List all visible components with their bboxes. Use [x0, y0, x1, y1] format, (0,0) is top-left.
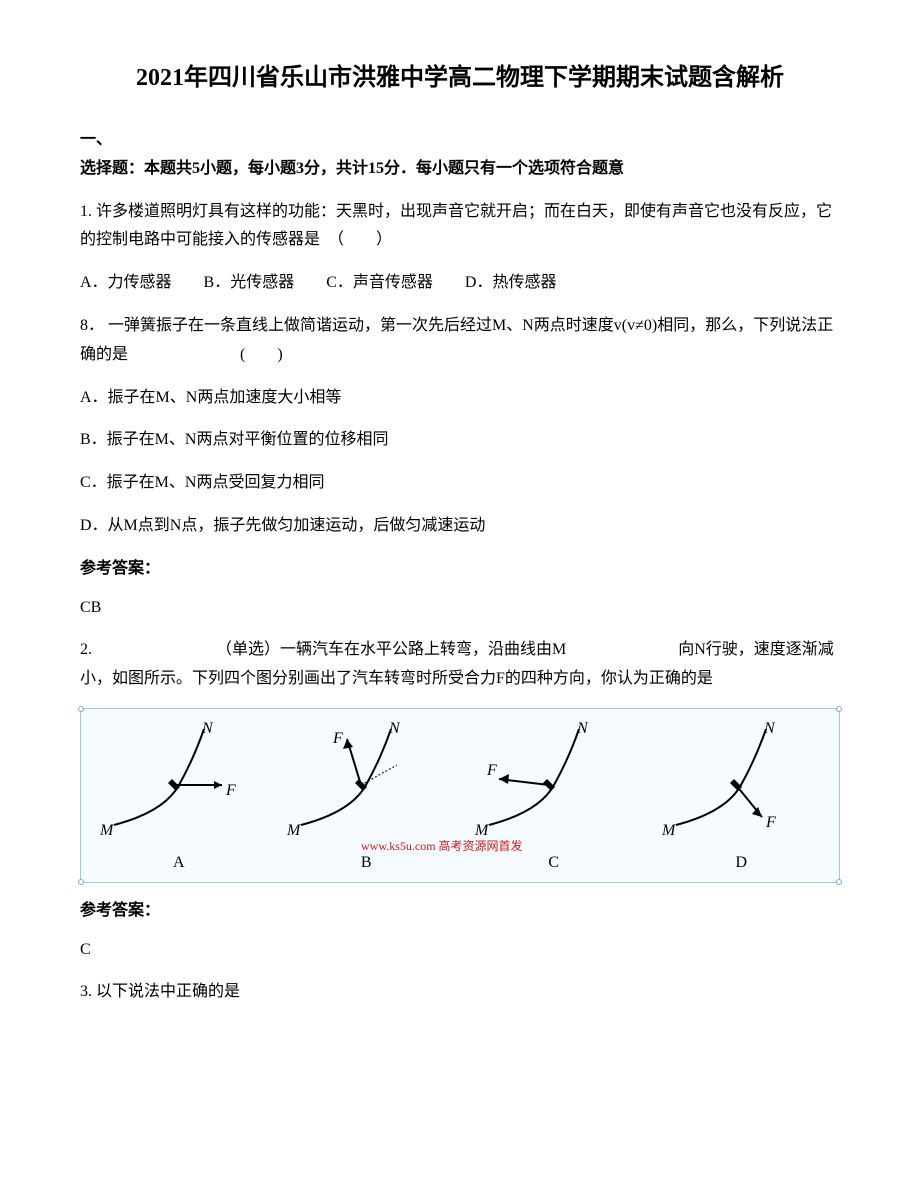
q1-number: 1. — [80, 203, 92, 220]
corner-dot-icon — [836, 879, 842, 885]
question-8: 8． 一弹簧振子在一条直线上做简谐运动，第一次先后经过M、N两点时速度v(v≠0… — [80, 312, 840, 370]
q3-text: 以下说法中正确的是 — [96, 983, 240, 1000]
svg-text:N: N — [201, 720, 214, 737]
page-title: 2021年四川省乐山市洪雅中学高二物理下学期期末试题含解析 — [80, 60, 840, 96]
section-desc: 选择题：本题共5小题，每小题3分，共计15分．每小题只有一个选项符合题意 — [80, 155, 840, 184]
curve-diagram-icon: M N F — [281, 717, 451, 847]
svg-text:F: F — [225, 782, 236, 799]
q8-optD: D．从M点到N点，振子先做匀加速运动，后做匀减速运动 — [80, 512, 840, 541]
q8-optB: B．振子在M、N两点对平衡位置的位移相同 — [80, 426, 840, 455]
corner-dot-icon — [78, 706, 84, 712]
svg-text:N: N — [576, 720, 589, 737]
curve-diagram-icon: M N F — [469, 717, 639, 847]
figure-panel-a: M N F — [94, 717, 264, 847]
figure-panel-d: M N F — [656, 717, 826, 847]
curve-diagram-icon: M N F — [94, 717, 264, 847]
figure-panel-c: M N F — [469, 717, 639, 847]
figure-panel-b: M N F — [281, 717, 451, 847]
section-one-heading: 一、 选择题：本题共5小题，每小题3分，共计15分．每小题只有一个选项符合题意 — [80, 126, 840, 184]
q8-optA: A．振子在M、N两点加速度大小相等 — [80, 384, 840, 413]
figure-row: M N F M N F M N — [85, 717, 835, 847]
fig-label-d: D — [656, 849, 826, 878]
q3-number: 3. — [80, 983, 92, 1000]
svg-text:M: M — [661, 822, 677, 839]
q8-optC: C．振子在M、N两点受回复力相同 — [80, 469, 840, 498]
watermark-text: www.ks5u.com 高考资源网首发 — [361, 836, 523, 858]
q2-answer: C — [80, 936, 840, 965]
q1-options: A．力传感器 B．光传感器 C．声音传感器 D．热传感器 — [80, 269, 840, 298]
q8-answer-label: 参考答案： — [80, 555, 840, 584]
question-3: 3. 以下说法中正确的是 — [80, 978, 840, 1007]
question-1: 1. 许多楼道照明灯具有这样的功能：天黑时，出现声音它就开启；而在白天，即使有声… — [80, 198, 840, 256]
q2-text: （单选）一辆汽车在水平公路上转弯，沿曲线由M 向N行驶，速度逐渐减小，如图所示。… — [80, 641, 834, 687]
svg-text:F: F — [486, 762, 497, 779]
svg-text:M: M — [99, 822, 115, 839]
figure-q2: M N F M N F M N — [80, 708, 840, 883]
svg-text:M: M — [286, 822, 302, 839]
corner-dot-icon — [78, 879, 84, 885]
svg-text:N: N — [763, 720, 776, 737]
svg-text:F: F — [765, 814, 776, 831]
question-2: 2. （单选）一辆汽车在水平公路上转弯，沿曲线由M 向N行驶，速度逐渐减小，如图… — [80, 636, 840, 694]
q8-text: 一弹簧振子在一条直线上做简谐运动，第一次先后经过M、N两点时速度v(v≠0)相同… — [80, 317, 833, 363]
q1-text: 许多楼道照明灯具有这样的功能：天黑时，出现声音它就开启；而在白天，即使有声音它也… — [80, 203, 832, 249]
curve-diagram-icon: M N F — [656, 717, 826, 847]
q2-number: 2. — [80, 641, 92, 658]
q8-answer: CB — [80, 594, 840, 623]
section-num: 一、 — [80, 126, 840, 155]
q2-answer-label: 参考答案： — [80, 897, 840, 926]
fig-label-a: A — [94, 849, 264, 878]
q8-number: 8． — [80, 317, 104, 334]
svg-text:F: F — [332, 730, 343, 747]
corner-dot-icon — [836, 706, 842, 712]
svg-text:N: N — [388, 720, 401, 737]
